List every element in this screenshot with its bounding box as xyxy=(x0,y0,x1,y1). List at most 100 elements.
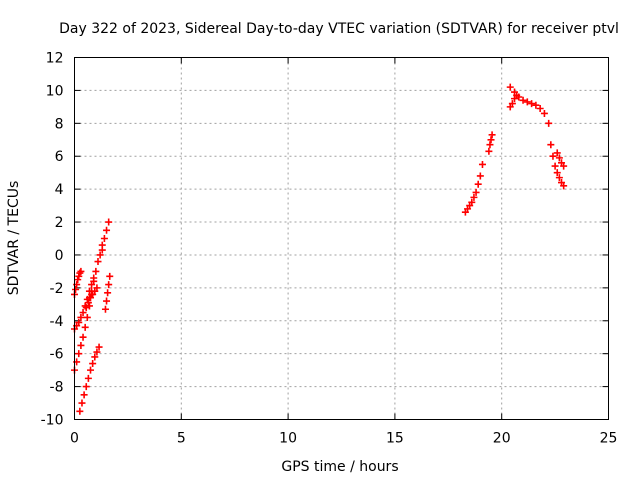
data-point xyxy=(103,297,111,305)
data-point xyxy=(72,286,80,294)
data-point xyxy=(74,276,82,284)
x-tick-label: 15 xyxy=(386,431,404,447)
data-point xyxy=(75,350,83,358)
chart-title: Day 322 of 2023, Sidereal Day-to-day VTE… xyxy=(59,21,619,37)
x-tick-labels: 0 5 10 15 20 25 xyxy=(70,431,617,447)
x-tick-label: 10 xyxy=(279,431,297,447)
data-point xyxy=(105,281,113,289)
y-tick-label: 8 xyxy=(55,116,64,132)
series-arc-7 xyxy=(98,218,113,249)
data-point xyxy=(536,105,544,113)
data-point xyxy=(470,193,478,201)
series-arc-12 xyxy=(506,91,521,111)
y-tick-label: -2 xyxy=(50,281,64,297)
x-tick-label: 25 xyxy=(600,431,618,447)
data-point xyxy=(84,299,92,307)
data-point xyxy=(476,172,484,180)
series-arc-14 xyxy=(553,149,568,170)
data-point xyxy=(82,304,90,312)
series-arc-9 xyxy=(461,160,486,216)
x-tick-label: 5 xyxy=(177,431,186,447)
data-point xyxy=(488,131,496,139)
data-point xyxy=(523,98,531,106)
y-tick-label: 2 xyxy=(55,215,64,231)
data-point xyxy=(486,141,494,149)
data-point xyxy=(104,289,112,297)
y-tick-label: 10 xyxy=(46,83,64,99)
data-point xyxy=(77,341,85,349)
data-point xyxy=(77,267,85,275)
series-arc-10 xyxy=(485,131,496,155)
data-point xyxy=(105,218,113,226)
data-point xyxy=(540,109,548,117)
data-point xyxy=(547,141,555,149)
data-point xyxy=(528,100,536,108)
data-point xyxy=(549,152,557,160)
data-point xyxy=(76,407,84,415)
data-point xyxy=(98,241,106,249)
data-point xyxy=(80,391,88,399)
data-point xyxy=(89,360,97,368)
data-point xyxy=(81,323,89,331)
data-point xyxy=(555,174,563,182)
data-point xyxy=(79,333,87,341)
y-tick-label: -8 xyxy=(50,380,64,396)
data-point xyxy=(545,119,553,127)
axis-ticks xyxy=(74,57,609,420)
data-point xyxy=(472,188,480,196)
data-point xyxy=(78,399,86,407)
data-point xyxy=(87,366,95,374)
y-axis-label: SDTVAR / TECUs xyxy=(6,181,22,296)
data-point xyxy=(508,100,516,108)
data-point xyxy=(91,353,99,361)
y-tick-label: 12 xyxy=(46,51,64,67)
series-arc-1 xyxy=(71,267,85,298)
data-point xyxy=(474,180,482,188)
data-point xyxy=(96,251,104,259)
x-tick-label: 20 xyxy=(493,431,511,447)
data-point xyxy=(95,343,103,351)
plot-frame xyxy=(74,57,609,420)
grid-lines xyxy=(74,57,609,420)
data-point xyxy=(485,147,493,155)
series-arc-6 xyxy=(82,284,101,312)
data-point xyxy=(76,269,84,277)
data-point xyxy=(92,267,100,275)
data-point xyxy=(553,149,561,157)
series-arc-4 xyxy=(76,343,103,415)
y-tick-label: 0 xyxy=(55,248,64,264)
data-point xyxy=(560,182,568,190)
series-arc-11 xyxy=(506,83,553,127)
data-point xyxy=(93,348,101,356)
data-point xyxy=(487,136,495,144)
data-point xyxy=(478,160,486,168)
data-point xyxy=(513,91,521,99)
data-point xyxy=(560,162,568,170)
data-point xyxy=(82,383,90,391)
data-point xyxy=(468,198,476,206)
data-point xyxy=(75,318,83,326)
data-point xyxy=(106,272,114,280)
series-arc-13 xyxy=(547,141,568,190)
data-point xyxy=(101,305,109,313)
data-point xyxy=(519,96,527,104)
data-point xyxy=(93,284,101,292)
data-point xyxy=(532,101,540,109)
data-point xyxy=(100,235,108,242)
data-point xyxy=(555,154,563,162)
data-point xyxy=(94,258,102,266)
data-points xyxy=(71,83,568,415)
y-tick-label: -4 xyxy=(50,314,64,330)
x-axis-label: GPS time / hours xyxy=(281,459,398,475)
series-arc-8 xyxy=(101,272,114,313)
y-tick-label: 4 xyxy=(55,182,64,198)
y-tick-label: -10 xyxy=(41,413,64,429)
data-point xyxy=(551,162,559,170)
data-point xyxy=(75,272,83,280)
x-tick-label: 0 xyxy=(70,431,79,447)
y-tick-label: -6 xyxy=(50,347,64,363)
y-tick-labels: -10 -8 -6 -4 -2 0 2 4 6 8 10 12 xyxy=(41,51,64,429)
y-tick-label: 6 xyxy=(55,149,64,165)
data-point xyxy=(506,83,514,91)
